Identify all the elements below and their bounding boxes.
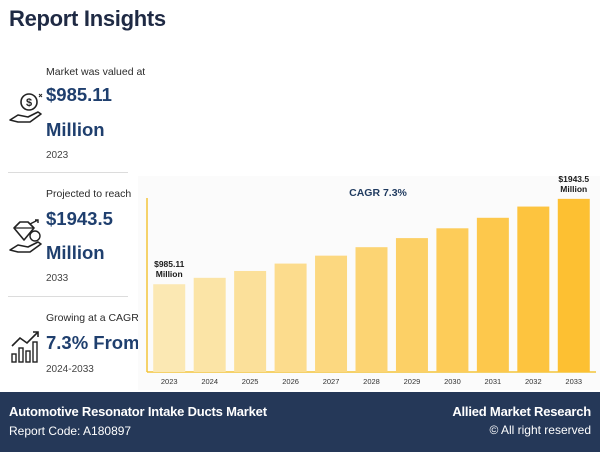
stat-value: 7.3% From xyxy=(46,332,140,353)
x-tick-label: 2030 xyxy=(444,377,461,386)
page-title: Report Insights xyxy=(9,6,166,31)
stat-value-unit: Million xyxy=(46,242,105,263)
chart-title: CAGR 7.3% xyxy=(349,187,407,199)
x-tick-label: 2033 xyxy=(565,377,582,386)
bar-2025 xyxy=(234,270,267,372)
bar-2026 xyxy=(274,263,307,372)
x-tick-label: 2028 xyxy=(363,377,380,386)
divider xyxy=(8,296,128,297)
stat-market-value: Market was valued at $ $985.11 Million 2… xyxy=(0,60,145,170)
bar-2023 xyxy=(153,284,186,372)
stat-label: Growing at a CAGR xyxy=(46,312,139,324)
stat-year-range: 2024-2033 xyxy=(46,364,94,375)
x-tick-label: 2031 xyxy=(485,377,502,386)
stat-year: 2033 xyxy=(46,273,69,284)
bar-2027 xyxy=(315,255,348,372)
bar-2030 xyxy=(436,228,469,372)
stat-label: Projected to reach xyxy=(46,188,132,200)
bar-2029 xyxy=(395,238,428,372)
bar-2031 xyxy=(476,217,509,372)
data-label-value: $1943.5 xyxy=(558,174,589,184)
x-tick-label: 2025 xyxy=(242,377,259,386)
x-tick-label: 2027 xyxy=(323,377,340,386)
market-name: Automotive Resonator Intake Ducts Market xyxy=(9,404,267,419)
x-tick-label: 2032 xyxy=(525,377,542,386)
bar-2033 xyxy=(557,198,590,372)
stat-value: $1943.5 xyxy=(46,208,113,229)
data-label-unit: Million xyxy=(156,269,183,279)
x-tick-label: 2023 xyxy=(161,377,178,386)
divider xyxy=(8,172,128,173)
diamond-growth-icon xyxy=(8,218,44,254)
stat-value-unit: Million xyxy=(46,119,105,140)
bar-2028 xyxy=(355,247,388,372)
svg-text:$: $ xyxy=(26,97,32,109)
stat-label: Market was valued at xyxy=(46,66,146,78)
x-tick-label: 2024 xyxy=(201,377,218,386)
data-label-value: $985.11 xyxy=(154,259,185,269)
stat-year: 2023 xyxy=(46,150,69,161)
copyright: © All right reserved xyxy=(489,423,591,437)
bar-2024 xyxy=(193,277,226,372)
brand-name: Allied Market Research xyxy=(452,404,591,419)
stat-cagr: Growing at a CAGR 7.3% From 2024-2033 xyxy=(0,304,140,388)
stat-value: $985.11 xyxy=(46,84,112,105)
money-hand-icon: $ xyxy=(8,90,44,126)
bar-2032 xyxy=(517,206,550,372)
x-tick-label: 2026 xyxy=(282,377,299,386)
report-code: Report Code: A180897 xyxy=(9,424,132,438)
stat-projected-value: Projected to reach $1943.5 Million 2033 xyxy=(0,180,138,292)
footer-bar: Automotive Resonator Intake Ducts Market… xyxy=(0,392,600,452)
x-tick-label: 2029 xyxy=(404,377,421,386)
data-label-unit: Million xyxy=(560,184,587,194)
growth-chart-icon xyxy=(8,328,44,364)
bar-chart: CAGR 7.3% 2023 2024 2025 2026 2027 2028 2029 203… xyxy=(146,174,596,386)
